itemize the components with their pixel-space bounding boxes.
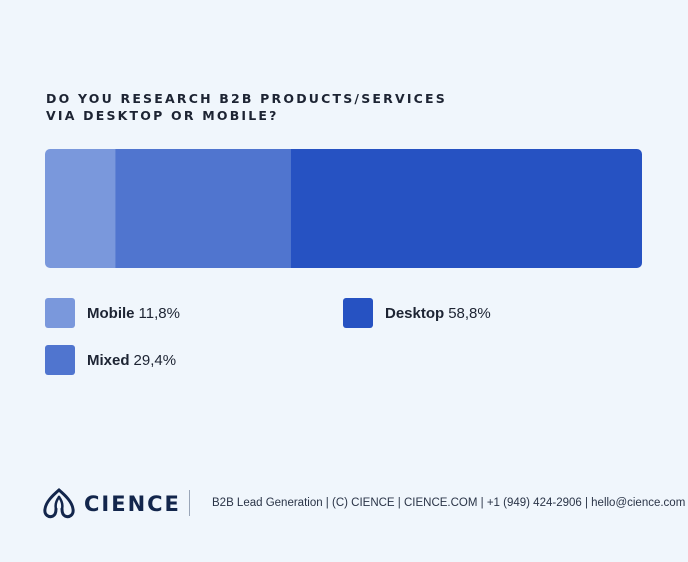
legend-item-desktop: Desktop 58,8%	[343, 298, 491, 328]
chart-title-line-1: DO YOU RESEARCH B2B PRODUCTS/SERVICES	[46, 91, 447, 106]
legend-label-mobile: Mobile	[87, 304, 135, 322]
legend-value-mobile: 11,8%	[138, 304, 180, 322]
bar-segment-mobile	[45, 149, 116, 268]
stacked-bar-chart	[45, 149, 642, 268]
legend-label-mixed: Mixed	[87, 351, 130, 369]
legend-value-mixed: 29,4%	[133, 351, 177, 369]
footer-divider	[189, 490, 190, 516]
cience-logo: CIENCE	[42, 488, 181, 520]
cience-logo-icon	[43, 488, 75, 519]
legend-swatch-mixed	[45, 345, 75, 375]
legend-value-desktop: 58,8%	[448, 304, 491, 322]
bar-segment-mixed	[115, 149, 292, 268]
chart-title: DO YOU RESEARCH B2B PRODUCTS/SERVICES VI…	[46, 90, 466, 124]
legend-item-mobile: Mobile 11,8%	[45, 298, 180, 328]
legend-label-desktop: Desktop	[385, 304, 445, 322]
legend-item-mixed: Mixed 29,4%	[45, 345, 176, 375]
brand-name: CIENCE	[84, 492, 181, 516]
legend-swatch-desktop	[343, 298, 373, 328]
footer-info-text: B2B Lead Generation | (C) CIENCE | CIENC…	[212, 497, 686, 509]
bar-segment-desktop	[290, 149, 642, 268]
chart-title-line-2: VIA DESKTOP OR MOBILE?	[46, 108, 279, 123]
legend-swatch-mobile	[45, 298, 75, 328]
stacked-bar-svg	[45, 149, 642, 268]
